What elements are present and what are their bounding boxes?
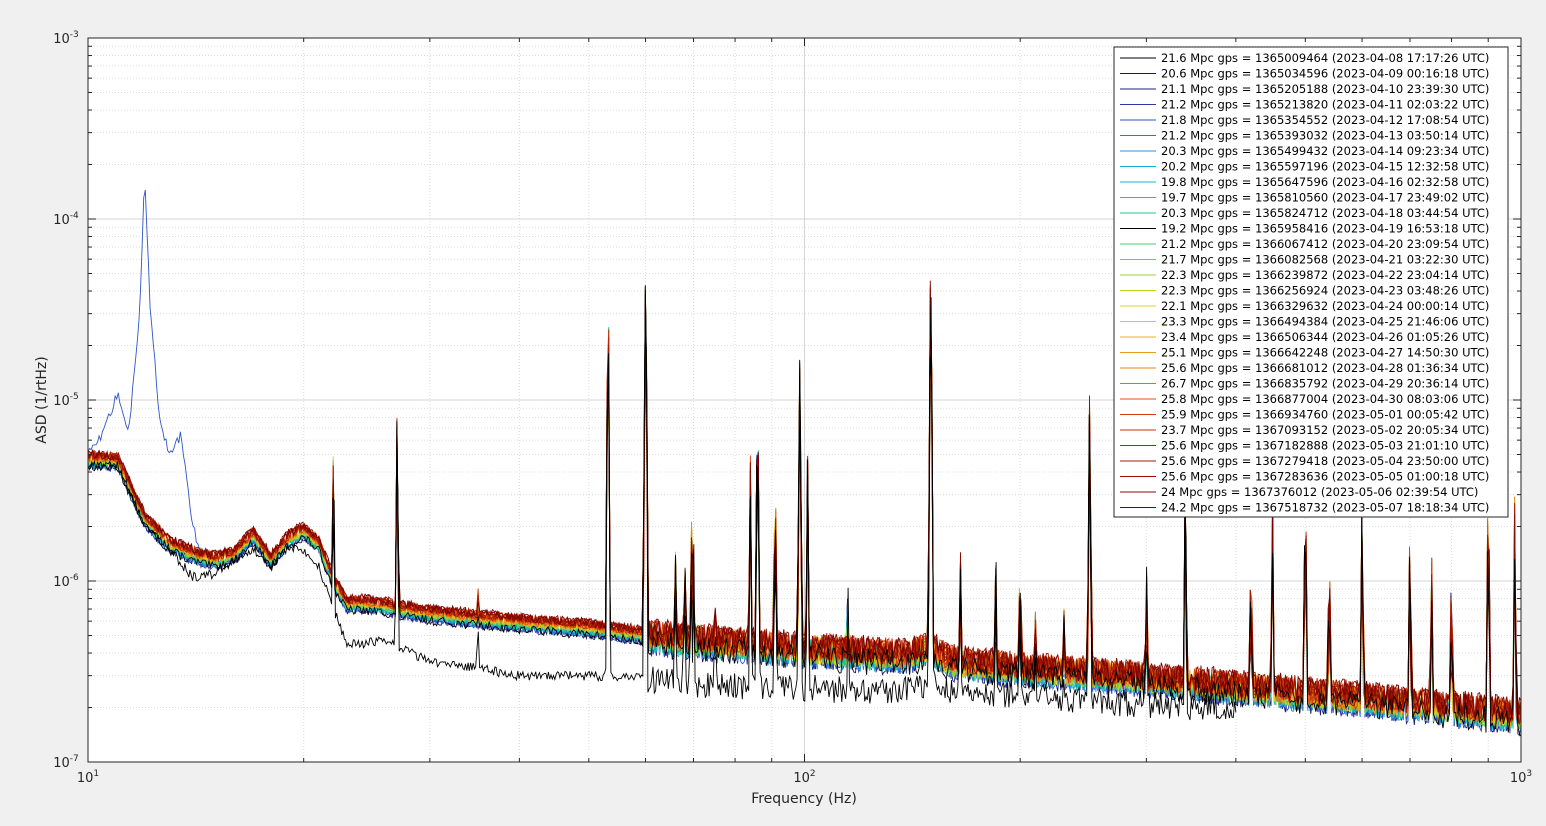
y-tick-label: 10-4 <box>53 211 79 228</box>
spectrum-traces <box>87 189 1522 737</box>
y-axis-label: ASD (1/rtHz) <box>34 356 50 443</box>
legend-entry: 25.9 Mpc gps = 1366934760 (2023-05-01 00… <box>1161 408 1489 422</box>
legend-entry: 25.6 Mpc gps = 1366681012 (2023-04-28 01… <box>1161 361 1489 375</box>
legend-entry: 20.2 Mpc gps = 1365597196 (2023-04-15 12… <box>1161 160 1489 174</box>
legend-entry: 25.6 Mpc gps = 1367279418 (2023-05-04 23… <box>1161 454 1489 468</box>
legend-entry: 22.1 Mpc gps = 1366329632 (2023-04-24 00… <box>1161 299 1489 313</box>
legend-entry: 19.2 Mpc gps = 1365958416 (2023-04-19 16… <box>1161 222 1489 236</box>
legend-entry: 23.4 Mpc gps = 1366506344 (2023-04-26 01… <box>1161 330 1489 344</box>
legend: 21.6 Mpc gps = 1365009464 (2023-04-08 17… <box>1113 46 1509 518</box>
legend-entry: 26.7 Mpc gps = 1366835792 (2023-04-29 20… <box>1161 377 1489 391</box>
legend-entry: 25.8 Mpc gps = 1366877004 (2023-04-30 08… <box>1161 392 1489 406</box>
legend-entry: 21.2 Mpc gps = 1365213820 (2023-04-11 02… <box>1161 98 1489 112</box>
trace-line <box>87 306 1522 725</box>
y-tick-label: 10-5 <box>53 392 79 409</box>
legend-entry: 21.8 Mpc gps = 1365354552 (2023-04-12 17… <box>1161 113 1489 127</box>
legend-entry: 20.6 Mpc gps = 1365034596 (2023-04-09 00… <box>1161 67 1489 81</box>
x-tick-label: 102 <box>793 769 815 786</box>
legend-entry: 21.2 Mpc gps = 1365393032 (2023-04-13 03… <box>1161 129 1489 143</box>
legend-entry: 21.7 Mpc gps = 1366082568 (2023-04-21 03… <box>1161 253 1489 267</box>
x-tick-label: 101 <box>77 769 99 786</box>
y-tick-label: 10-7 <box>53 754 79 771</box>
legend-entry: 21.6 Mpc gps = 1365009464 (2023-04-08 17… <box>1161 51 1489 65</box>
legend-entry: 24 Mpc gps = 1367376012 (2023-05-06 02:3… <box>1161 485 1478 499</box>
legend-entry: 20.3 Mpc gps = 1365499432 (2023-04-14 09… <box>1161 144 1489 158</box>
trace-line <box>87 285 1522 737</box>
legend-entry: 23.3 Mpc gps = 1366494384 (2023-04-25 21… <box>1161 315 1489 329</box>
legend-entry: 22.3 Mpc gps = 1366256924 (2023-04-23 03… <box>1161 284 1489 298</box>
legend-entry: 25.6 Mpc gps = 1367182888 (2023-05-03 21… <box>1161 439 1489 453</box>
legend-entry: 20.3 Mpc gps = 1365824712 (2023-04-18 03… <box>1161 206 1489 220</box>
legend-entry: 21.1 Mpc gps = 1365205188 (2023-04-10 23… <box>1161 82 1489 96</box>
legend-entry: 25.1 Mpc gps = 1366642248 (2023-04-27 14… <box>1161 346 1489 360</box>
legend-box <box>1113 46 1509 518</box>
y-tick-label: 10-6 <box>53 573 79 590</box>
legend-entry: 19.8 Mpc gps = 1365647596 (2023-04-16 02… <box>1161 175 1489 189</box>
x-tick-label: 103 <box>1510 769 1532 786</box>
legend-entry: 24.2 Mpc gps = 1367518732 (2023-05-07 18… <box>1161 501 1489 515</box>
x-axis-label: Frequency (Hz) <box>751 791 857 807</box>
legend-entry: 21.2 Mpc gps = 1366067412 (2023-04-20 23… <box>1161 237 1489 251</box>
legend-entry: 19.7 Mpc gps = 1365810560 (2023-04-17 23… <box>1161 191 1489 205</box>
y-tick-label: 10-3 <box>53 30 79 47</box>
legend-entry: 25.6 Mpc gps = 1367283636 (2023-05-05 01… <box>1161 470 1489 484</box>
trace-line <box>87 292 1237 721</box>
legend-entry: 23.7 Mpc gps = 1367093152 (2023-05-02 20… <box>1161 423 1489 437</box>
axis-ticks: 101 102 103 10-7 10-6 10-5 10-4 10-3 <box>53 30 1532 786</box>
legend-entry: 22.3 Mpc gps = 1366239872 (2023-04-22 23… <box>1161 268 1489 282</box>
